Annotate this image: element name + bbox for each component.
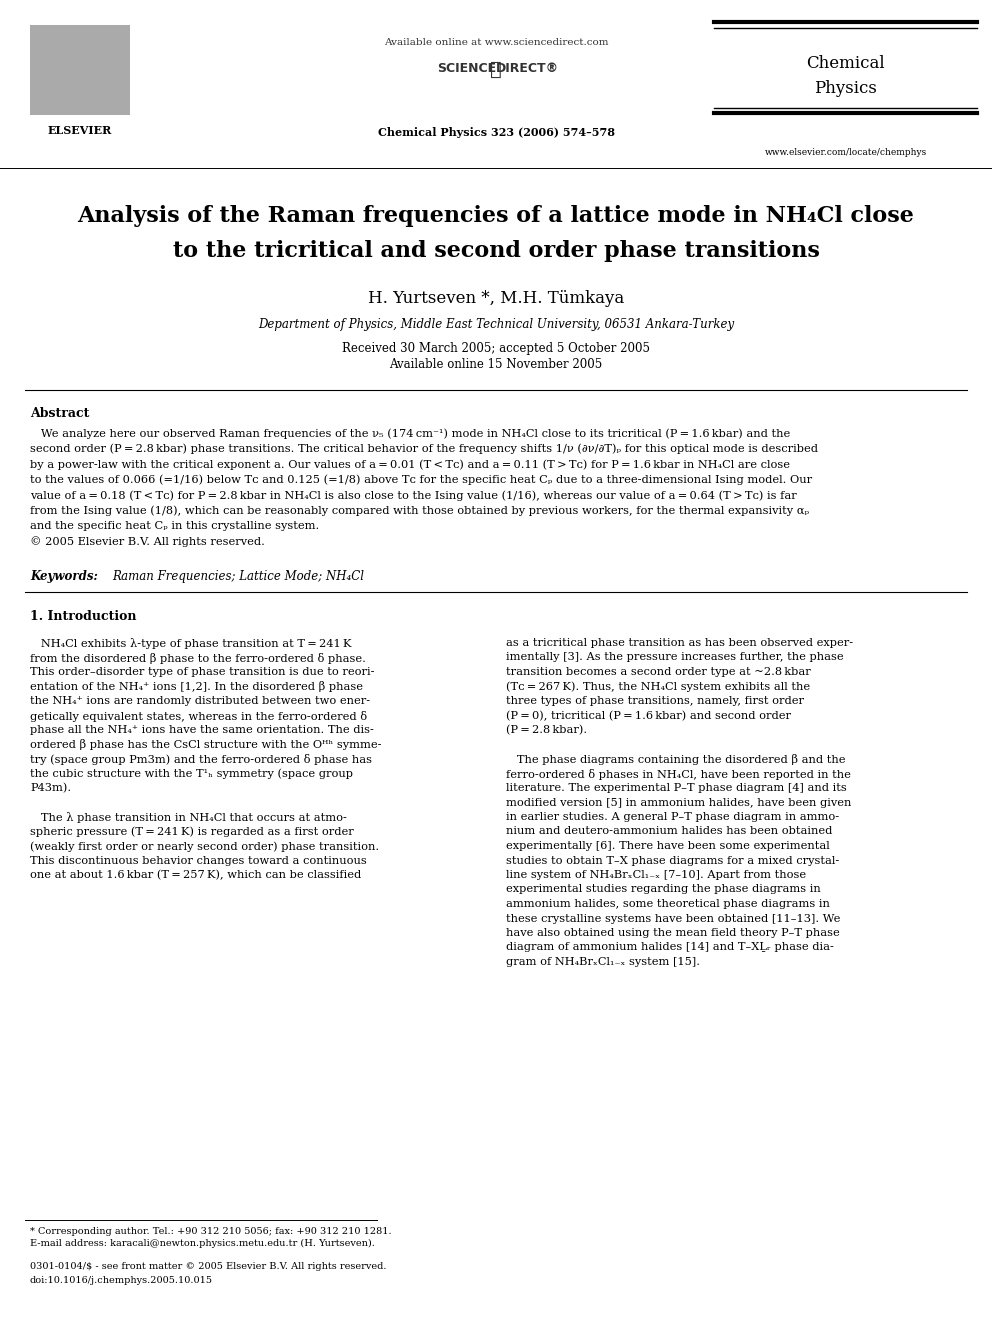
Text: Keywords:: Keywords: — [30, 570, 98, 583]
Text: experimental studies regarding the phase diagrams in: experimental studies regarding the phase… — [506, 885, 820, 894]
Text: Chemical: Chemical — [806, 56, 885, 71]
Text: gram of NH₄BrₓCl₁₋ₓ system [15].: gram of NH₄BrₓCl₁₋ₓ system [15]. — [506, 957, 700, 967]
Text: doi:10.1016/j.chemphys.2005.10.015: doi:10.1016/j.chemphys.2005.10.015 — [30, 1275, 213, 1285]
Text: to the tricritical and second order phase transitions: to the tricritical and second order phas… — [173, 239, 819, 262]
Text: This discontinuous behavior changes toward a continuous: This discontinuous behavior changes towa… — [30, 856, 367, 865]
Text: Received 30 March 2005; accepted 5 October 2005: Received 30 March 2005; accepted 5 Octob… — [342, 343, 650, 355]
Text: try (space group Pm3m) and the ferro-ordered δ phase has: try (space group Pm3m) and the ferro-ord… — [30, 754, 372, 765]
Text: nium and deutero-ammonium halides has been obtained: nium and deutero-ammonium halides has be… — [506, 827, 832, 836]
Text: line system of NH₄BrₓCl₁₋ₓ [7–10]. Apart from those: line system of NH₄BrₓCl₁₋ₓ [7–10]. Apart… — [506, 871, 806, 880]
Text: getically equivalent states, whereas in the ferro-ordered δ: getically equivalent states, whereas in … — [30, 710, 367, 721]
Text: * Corresponding author. Tel.: +90 312 210 5056; fax: +90 312 210 1281.: * Corresponding author. Tel.: +90 312 21… — [30, 1226, 392, 1236]
Text: Physics: Physics — [814, 79, 877, 97]
Text: © 2005 Elsevier B.V. All rights reserved.: © 2005 Elsevier B.V. All rights reserved… — [30, 537, 265, 548]
Text: DIRECT®: DIRECT® — [496, 62, 559, 75]
Text: ferro-ordered δ phases in NH₄Cl, have been reported in the: ferro-ordered δ phases in NH₄Cl, have be… — [506, 769, 851, 779]
Text: Available online 15 November 2005: Available online 15 November 2005 — [390, 359, 602, 370]
Text: The phase diagrams containing the disordered β and the: The phase diagrams containing the disord… — [506, 754, 845, 765]
Text: We analyze here our observed Raman frequencies of the ν₅ (174 cm⁻¹) mode in NH₄C: We analyze here our observed Raman frequ… — [30, 429, 791, 438]
Bar — [30, 25, 130, 115]
Text: ammonium halides, some theoretical phase diagrams in: ammonium halides, some theoretical phase… — [506, 900, 830, 909]
Text: The λ phase transition in NH₄Cl that occurs at atmo-: The λ phase transition in NH₄Cl that occ… — [30, 812, 347, 823]
Text: phase all the NH₄⁺ ions have the same orientation. The dis-: phase all the NH₄⁺ ions have the same or… — [30, 725, 374, 736]
Text: in earlier studies. A general P–T phase diagram in ammo-: in earlier studies. A general P–T phase … — [506, 812, 839, 822]
Text: 1. Introduction: 1. Introduction — [30, 610, 137, 623]
Text: and the specific heat Cₚ in this crystalline system.: and the specific heat Cₚ in this crystal… — [30, 521, 319, 531]
Text: Raman Frequencies; Lattice Mode; NH₄Cl: Raman Frequencies; Lattice Mode; NH₄Cl — [112, 570, 364, 583]
Text: literature. The experimental P–T phase diagram [4] and its: literature. The experimental P–T phase d… — [506, 783, 847, 792]
Text: by a power-law with the critical exponent a. Our values of a = 0.01 (T < Tᴄ) and: by a power-law with the critical exponen… — [30, 459, 790, 470]
Text: (weakly first order or nearly second order) phase transition.: (weakly first order or nearly second ord… — [30, 841, 379, 852]
Text: This order–disorder type of phase transition is due to reori-: This order–disorder type of phase transi… — [30, 667, 375, 677]
Text: modified version [5] in ammonium halides, have been given: modified version [5] in ammonium halides… — [506, 798, 851, 807]
Text: Chemical Physics 323 (2006) 574–578: Chemical Physics 323 (2006) 574–578 — [378, 127, 614, 138]
Text: from the Ising value (1/8), which can be reasonably compared with those obtained: from the Ising value (1/8), which can be… — [30, 505, 809, 516]
Text: have also obtained using the mean field theory P–T phase: have also obtained using the mean field … — [506, 927, 840, 938]
Text: E-mail address: karacali@newton.physics.metu.edu.tr (H. Yurtseven).: E-mail address: karacali@newton.physics.… — [30, 1240, 375, 1248]
Text: diagram of ammonium halides [14] and T–XḺᵣ phase dia-: diagram of ammonium halides [14] and T–X… — [506, 942, 834, 953]
Text: experimentally [6]. There have been some experimental: experimentally [6]. There have been some… — [506, 841, 829, 851]
Text: spheric pressure (T = 241 K) is regarded as a first order: spheric pressure (T = 241 K) is regarded… — [30, 827, 354, 837]
Text: studies to obtain T–X phase diagrams for a mixed crystal-: studies to obtain T–X phase diagrams for… — [506, 856, 839, 865]
Text: ordered β phase has the CsCl structure with the Oᵸʰ symme-: ordered β phase has the CsCl structure w… — [30, 740, 382, 750]
Text: 0301-0104/$ - see front matter © 2005 Elsevier B.V. All rights reserved.: 0301-0104/$ - see front matter © 2005 El… — [30, 1262, 387, 1271]
Text: Department of Physics, Middle East Technical University, 06531 Ankara-Turkey: Department of Physics, Middle East Techn… — [258, 318, 734, 331]
Text: these crystalline systems have been obtained [11–13]. We: these crystalline systems have been obta… — [506, 913, 840, 923]
Text: Analysis of the Raman frequencies of a lattice mode in NH₄Cl close: Analysis of the Raman frequencies of a l… — [77, 205, 915, 228]
Text: (Tᴄ = 267 K). Thus, the NH₄Cl system exhibits all the: (Tᴄ = 267 K). Thus, the NH₄Cl system exh… — [506, 681, 810, 692]
Text: as a tricritical phase transition as has been observed exper-: as a tricritical phase transition as has… — [506, 638, 853, 648]
Text: ⓐ: ⓐ — [490, 60, 502, 79]
Text: transition becomes a second order type at ~2.8 kbar: transition becomes a second order type a… — [506, 667, 810, 677]
Text: the cubic structure with the T¹ₕ symmetry (space group: the cubic structure with the T¹ₕ symmetr… — [30, 769, 353, 779]
Text: ELSEVIER: ELSEVIER — [48, 124, 112, 136]
Text: imentally [3]. As the pressure increases further, the phase: imentally [3]. As the pressure increases… — [506, 652, 843, 663]
Text: SCIENCE: SCIENCE — [436, 62, 496, 75]
Text: entation of the NH₄⁺ ions [1,2]. In the disordered β phase: entation of the NH₄⁺ ions [1,2]. In the … — [30, 681, 363, 692]
Text: from the disordered β phase to the ferro-ordered δ phase.: from the disordered β phase to the ferro… — [30, 652, 366, 664]
Text: NH₄Cl exhibits λ-type of phase transition at T = 241 K: NH₄Cl exhibits λ-type of phase transitio… — [30, 638, 351, 650]
Text: three types of phase transitions, namely, first order: three types of phase transitions, namely… — [506, 696, 804, 706]
Text: second order (P = 2.8 kbar) phase transitions. The critical behavior of the freq: second order (P = 2.8 kbar) phase transi… — [30, 443, 818, 454]
Text: (P = 2.8 kbar).: (P = 2.8 kbar). — [506, 725, 587, 736]
Text: one at about 1.6 kbar (T = 257 K), which can be classified: one at about 1.6 kbar (T = 257 K), which… — [30, 871, 361, 880]
Text: www.elsevier.com/locate/chemphys: www.elsevier.com/locate/chemphys — [765, 148, 927, 157]
Text: Abstract: Abstract — [30, 407, 89, 419]
Text: Available online at www.sciencedirect.com: Available online at www.sciencedirect.co… — [384, 38, 608, 48]
Text: (P = 0), tricritical (P = 1.6 kbar) and second order: (P = 0), tricritical (P = 1.6 kbar) and … — [506, 710, 791, 721]
Text: the NH₄⁺ ions are randomly distributed between two ener-: the NH₄⁺ ions are randomly distributed b… — [30, 696, 370, 706]
Text: to the values of 0.066 (=1/16) below Tᴄ and 0.125 (=1/8) above Tᴄ for the specif: to the values of 0.066 (=1/16) below Tᴄ … — [30, 475, 812, 486]
Text: value of a = 0.18 (T < Tᴄ) for P = 2.8 kbar in NH₄Cl is also close to the Ising : value of a = 0.18 (T < Tᴄ) for P = 2.8 k… — [30, 490, 797, 500]
Text: H. Yurtseven *, M.H. Tümkaya: H. Yurtseven *, M.H. Tümkaya — [368, 290, 624, 307]
Text: P43m).: P43m). — [30, 783, 71, 794]
